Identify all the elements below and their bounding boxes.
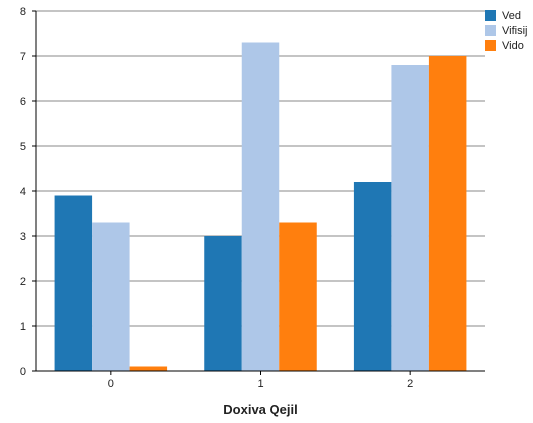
y-tick-label: 8 <box>20 6 26 18</box>
y-tick-label: 0 <box>20 366 26 378</box>
y-tick-label: 3 <box>20 231 26 243</box>
legend-swatch-vifisij <box>485 25 496 36</box>
bar-vido-0 <box>129 366 168 371</box>
bar-vido-1 <box>279 222 317 371</box>
y-tick-label: 5 <box>20 141 26 153</box>
y-tick-label: 6 <box>20 96 26 108</box>
y-tick-label: 2 <box>20 276 26 288</box>
x-tick-label: 2 <box>407 378 413 390</box>
bar-vifisij-2 <box>391 65 429 371</box>
bar-ved-2 <box>353 182 392 371</box>
x-tick-label: 1 <box>257 378 263 390</box>
x-axis-label: Doxiva Qejil <box>223 402 297 417</box>
bar-ved-0 <box>54 195 93 371</box>
x-axis-ticks: 0 1 2 <box>108 371 413 390</box>
y-tick-label: 1 <box>20 321 26 333</box>
y-tick-label: 4 <box>20 186 26 198</box>
legend-label-ved: Ved <box>502 10 521 22</box>
bar-ved-1 <box>204 236 242 371</box>
x-tick-label: 0 <box>108 378 114 390</box>
legend-swatch-ved <box>485 10 496 21</box>
bar-vido-2 <box>428 56 467 371</box>
y-tick-label: 7 <box>20 51 26 63</box>
bar-vifisij-0 <box>92 222 130 371</box>
legend-label-vifisij: Vifisij <box>502 25 527 37</box>
y-axis-ticks: 0 1 2 3 4 5 6 7 8 <box>20 6 36 378</box>
legend-swatch-vido <box>485 40 496 51</box>
legend: Ved Vifisij Vido <box>485 10 527 52</box>
bar-vifisij-1 <box>241 42 280 371</box>
bars <box>54 42 467 371</box>
legend-label-vido: Vido <box>502 40 524 52</box>
